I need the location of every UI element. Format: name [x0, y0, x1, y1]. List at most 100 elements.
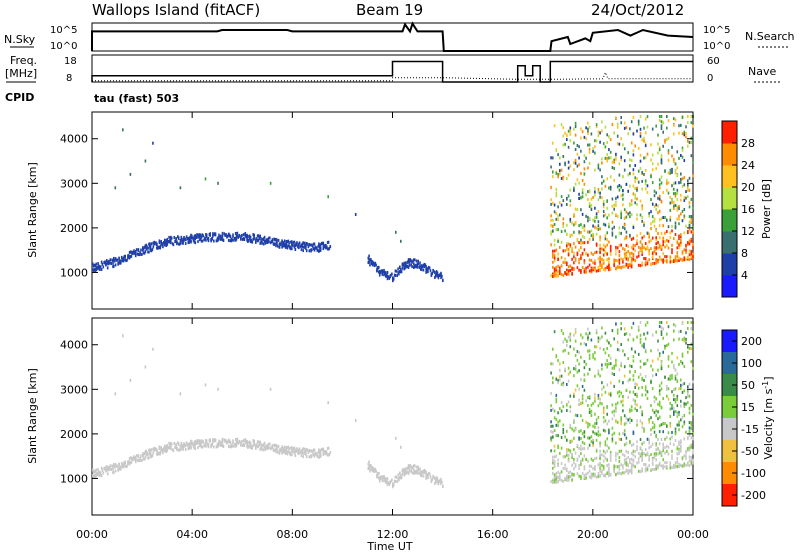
velocity-mark	[671, 449, 673, 453]
velocity-mark	[590, 474, 593, 478]
power-mark	[636, 129, 638, 133]
power-mark	[687, 230, 689, 234]
velocity-mark	[408, 469, 411, 473]
power-mark	[599, 260, 601, 264]
power-mark	[594, 145, 596, 149]
velocity-mark	[651, 333, 654, 337]
power-mark	[325, 244, 327, 247]
power-mark	[163, 238, 166, 242]
velocity-mark	[613, 431, 615, 435]
velocity-mark	[602, 428, 605, 432]
power-mark	[653, 205, 656, 208]
power-mark	[411, 265, 413, 269]
power-mark	[200, 239, 203, 243]
power-mark	[615, 203, 617, 207]
power-mark	[671, 243, 673, 247]
power-mark	[690, 197, 693, 201]
velocity-mark	[567, 478, 570, 482]
velocity-mark	[132, 456, 134, 460]
power-mark	[641, 179, 643, 183]
power-mark	[371, 260, 374, 264]
power-mark	[646, 125, 649, 129]
power-mark	[667, 119, 670, 123]
power-mark	[408, 260, 411, 264]
power-mark	[601, 175, 603, 179]
power-mark	[226, 235, 228, 239]
velocity-mark	[623, 327, 626, 331]
power-mark	[573, 261, 575, 265]
velocity-mark	[650, 453, 652, 457]
velocity-mark	[615, 419, 617, 423]
power-mark	[648, 248, 650, 252]
velocity-mark	[413, 470, 416, 474]
velocity-mark	[553, 444, 556, 448]
velocity-mark	[209, 439, 211, 443]
power-mark	[666, 188, 668, 192]
power-mark	[683, 133, 686, 137]
power-mark	[683, 256, 686, 260]
velocity-mark	[303, 447, 305, 451]
velocity-mark	[667, 357, 670, 361]
velocity-mark	[616, 401, 619, 405]
power-mark	[664, 216, 666, 219]
power-mark	[653, 250, 656, 254]
velocity-mark	[592, 353, 594, 357]
velocity-mark	[562, 340, 565, 344]
velocity-colorbar-label: Velocity [m s-1]	[761, 376, 775, 459]
power-mark	[655, 259, 657, 263]
velocity-mark	[553, 459, 556, 463]
power-mark	[137, 253, 140, 257]
velocity-mark	[255, 446, 257, 450]
velocity-mark	[550, 424, 552, 428]
power-mark	[630, 265, 633, 269]
velocity-mark	[197, 446, 199, 450]
velocity-mark	[669, 424, 672, 428]
power-mark	[678, 243, 680, 247]
power-mark	[144, 250, 147, 254]
velocity-mark	[583, 366, 586, 370]
power-mark	[688, 205, 691, 209]
velocity-colorbar-block	[722, 374, 737, 397]
power-mark	[601, 181, 603, 185]
velocity-mark	[432, 474, 434, 478]
power-mark	[240, 237, 242, 241]
power-mark	[613, 160, 615, 164]
velocity-mark	[384, 477, 386, 481]
velocity-mark	[636, 383, 638, 387]
power-mark	[671, 184, 673, 188]
power-mark	[188, 237, 190, 240]
velocity-mark	[401, 472, 404, 476]
velocity-mark	[590, 472, 593, 476]
power-mark	[302, 249, 304, 253]
velocity-mark	[587, 372, 589, 376]
power-mark	[383, 273, 385, 277]
velocity-mark	[327, 446, 330, 450]
velocity-mark	[639, 452, 642, 456]
power-mark	[639, 199, 642, 203]
velocity-mark	[223, 438, 226, 442]
velocity-mark	[651, 468, 654, 471]
power-mark	[270, 240, 273, 244]
power-mark	[606, 216, 608, 220]
power-mark	[680, 233, 682, 237]
power-mark	[184, 242, 187, 245]
velocity-mark	[583, 388, 586, 392]
velocity-mark	[134, 460, 137, 464]
power-mark	[644, 261, 647, 265]
power-mark	[595, 269, 598, 273]
velocity-mark	[611, 437, 614, 441]
velocity-mark	[597, 475, 600, 479]
velocity-mark	[559, 475, 561, 479]
velocity-mark	[585, 362, 587, 366]
power-mark	[678, 156, 680, 160]
power-mark	[294, 247, 297, 251]
power-mark	[557, 258, 559, 261]
power-mark	[590, 268, 593, 272]
power-mark	[122, 259, 125, 263]
velocity-mark	[140, 459, 142, 462]
velocity-mark	[644, 393, 647, 397]
power-mark	[688, 220, 691, 224]
velocity-mark	[550, 408, 552, 412]
velocity-mark	[182, 447, 184, 451]
